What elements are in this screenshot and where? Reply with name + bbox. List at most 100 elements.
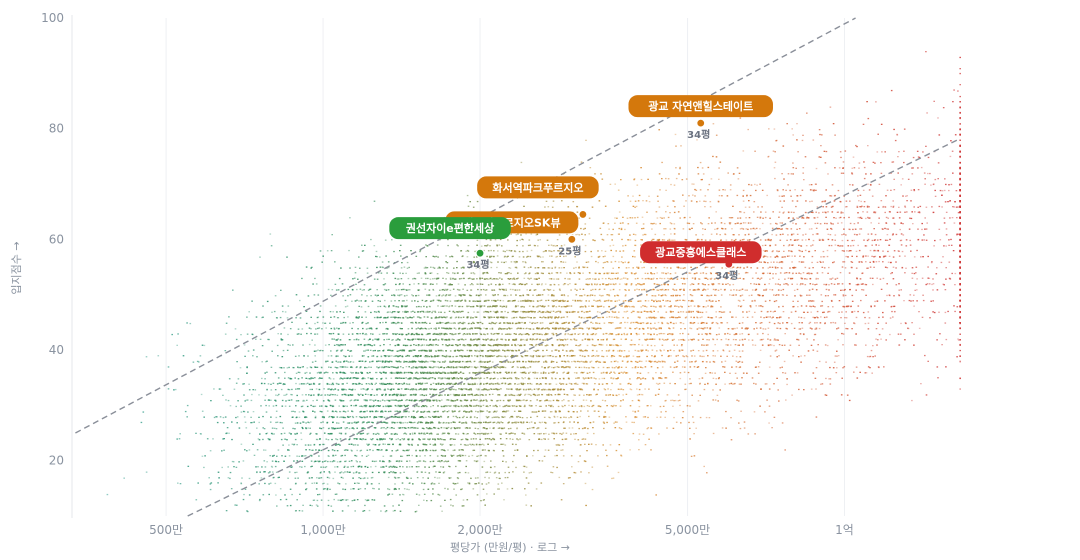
data-point <box>411 444 413 446</box>
data-point <box>383 344 385 346</box>
data-point <box>365 389 367 391</box>
data-point <box>503 261 505 264</box>
data-point <box>506 410 508 412</box>
data-point <box>252 389 254 391</box>
data-point <box>510 393 512 396</box>
data-point <box>642 322 645 324</box>
data-point <box>759 278 761 280</box>
data-point <box>583 378 586 380</box>
data-point <box>701 311 704 314</box>
data-point <box>902 195 904 197</box>
data-point <box>402 367 404 369</box>
data-point <box>853 223 856 225</box>
data-point <box>956 233 958 235</box>
data-point <box>585 261 588 263</box>
data-point <box>477 428 479 430</box>
data-point <box>385 449 387 452</box>
data-point <box>536 355 538 358</box>
data-point <box>615 344 617 346</box>
data-point <box>449 498 452 501</box>
data-point <box>548 400 550 402</box>
data-point <box>815 388 817 390</box>
data-point <box>484 455 487 457</box>
data-point <box>762 328 765 330</box>
data-point <box>361 422 364 424</box>
data-point <box>396 394 398 397</box>
data-point <box>442 432 444 434</box>
data-point <box>443 361 446 363</box>
data-point <box>475 410 477 413</box>
data-point <box>386 383 389 385</box>
data-point <box>336 311 338 313</box>
data-point <box>409 378 411 380</box>
data-point <box>812 372 815 374</box>
data-point <box>782 212 785 214</box>
data-point <box>352 488 354 490</box>
data-point <box>236 416 239 418</box>
data-point <box>578 366 581 369</box>
data-point <box>842 261 844 263</box>
data-point <box>580 305 583 308</box>
data-point <box>486 438 489 440</box>
data-point <box>652 316 654 319</box>
data-point <box>649 338 652 340</box>
data-point <box>395 438 398 441</box>
data-point <box>476 417 478 419</box>
data-point <box>707 355 709 357</box>
data-point <box>612 378 615 380</box>
data-point <box>488 355 490 357</box>
data-point <box>855 333 857 335</box>
data-point <box>826 228 829 230</box>
data-point <box>421 449 424 452</box>
data-point <box>533 311 536 314</box>
data-point <box>474 300 477 302</box>
data-point <box>413 311 416 313</box>
data-point <box>886 283 888 285</box>
data-point <box>440 305 443 307</box>
data-point <box>402 272 404 275</box>
data-point <box>558 305 560 307</box>
data-point <box>200 393 203 396</box>
data-point <box>347 316 349 318</box>
data-point <box>447 405 450 407</box>
data-point <box>902 223 904 225</box>
data-point <box>476 366 479 368</box>
data-point <box>437 267 439 269</box>
data-point <box>392 394 394 396</box>
data-point <box>792 222 794 224</box>
data-point <box>412 310 414 312</box>
data-point <box>326 476 329 479</box>
data-point <box>592 355 595 357</box>
data-point <box>689 378 691 380</box>
data-point <box>553 388 556 391</box>
data-point <box>574 333 576 335</box>
data-point <box>441 438 443 441</box>
data-point <box>431 427 433 430</box>
data-point <box>302 411 305 413</box>
data-point <box>889 317 892 319</box>
data-point <box>422 411 425 413</box>
data-point <box>684 267 686 269</box>
data-point <box>865 173 867 175</box>
data-point <box>274 465 277 468</box>
data-point <box>529 328 532 330</box>
data-point <box>438 317 440 319</box>
data-point <box>898 294 900 296</box>
data-point <box>301 377 303 379</box>
data-point <box>460 355 463 358</box>
data-point <box>446 422 448 424</box>
data-point <box>918 156 921 159</box>
data-point <box>825 288 828 291</box>
data-point <box>517 393 520 396</box>
data-point <box>740 222 742 225</box>
data-point <box>650 405 652 407</box>
data-point <box>435 399 438 401</box>
data-point <box>318 327 321 329</box>
data-point <box>617 317 620 319</box>
data-point <box>734 327 736 330</box>
data-point <box>423 428 425 430</box>
data-point <box>535 278 538 280</box>
data-point <box>617 388 620 390</box>
data-point <box>367 327 369 330</box>
data-point <box>742 228 745 230</box>
